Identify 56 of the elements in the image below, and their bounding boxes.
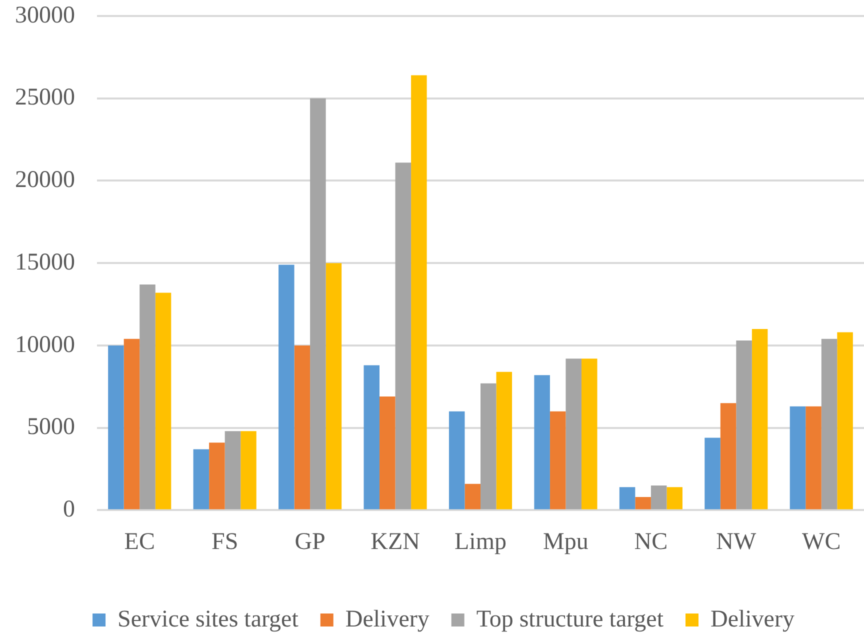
- bar: [380, 396, 396, 510]
- bar: [326, 263, 342, 510]
- bar: [278, 264, 294, 510]
- x-tick-label: NC: [634, 528, 668, 555]
- bar: [294, 345, 310, 510]
- bar: [704, 438, 720, 510]
- bar: [581, 358, 598, 510]
- bar: [806, 406, 822, 510]
- bar: [821, 338, 838, 510]
- bar: [635, 497, 651, 510]
- y-tick-label: 5000: [27, 414, 75, 440]
- legend-label: Service sites target: [118, 606, 299, 632]
- bar: [464, 484, 480, 510]
- bar: [395, 162, 412, 510]
- legend-label: Top structure target: [476, 606, 664, 632]
- bar: [666, 487, 682, 510]
- y-tick-label: 25000: [15, 84, 75, 111]
- bar: [108, 345, 124, 510]
- y-tick-label: 15000: [15, 249, 75, 276]
- y-tick-label: 10000: [15, 332, 75, 358]
- bar: [448, 411, 465, 510]
- bar: [736, 340, 752, 510]
- bar: [224, 431, 241, 510]
- bar: [650, 485, 667, 510]
- bar: [364, 365, 380, 510]
- bar: [155, 292, 172, 510]
- x-tick-label: NW: [716, 528, 757, 555]
- bar: [240, 431, 256, 510]
- bar: [837, 332, 853, 510]
- bar: [720, 403, 736, 510]
- bar: [411, 75, 427, 510]
- bar: [310, 98, 326, 510]
- bar: [124, 338, 140, 510]
- x-tick-label: GP: [294, 528, 326, 555]
- bar: [566, 358, 582, 510]
- x-tick-label: KZN: [370, 528, 420, 555]
- x-tick-label: Limp: [454, 528, 506, 555]
- x-tick-label: WC: [802, 528, 841, 555]
- x-tick-label: FS: [211, 528, 238, 555]
- bar: [619, 487, 636, 510]
- legend-label: Delivery: [710, 606, 794, 632]
- bar: [534, 375, 550, 510]
- y-tick-label: 20000: [15, 167, 75, 194]
- y-tick-label: 0: [63, 496, 75, 522]
- x-tick-label: EC: [124, 528, 155, 555]
- y-tick-label: 30000: [15, 2, 75, 28]
- bar: [193, 449, 210, 510]
- bar: [550, 411, 566, 510]
- bar: [752, 328, 768, 510]
- x-tick-label: Mpu: [543, 528, 588, 555]
- bar: [496, 372, 512, 510]
- bar: [480, 383, 496, 510]
- bar: [209, 442, 225, 510]
- legend-label: Delivery: [345, 606, 430, 632]
- bar: [140, 284, 156, 510]
- bar: [790, 406, 806, 510]
